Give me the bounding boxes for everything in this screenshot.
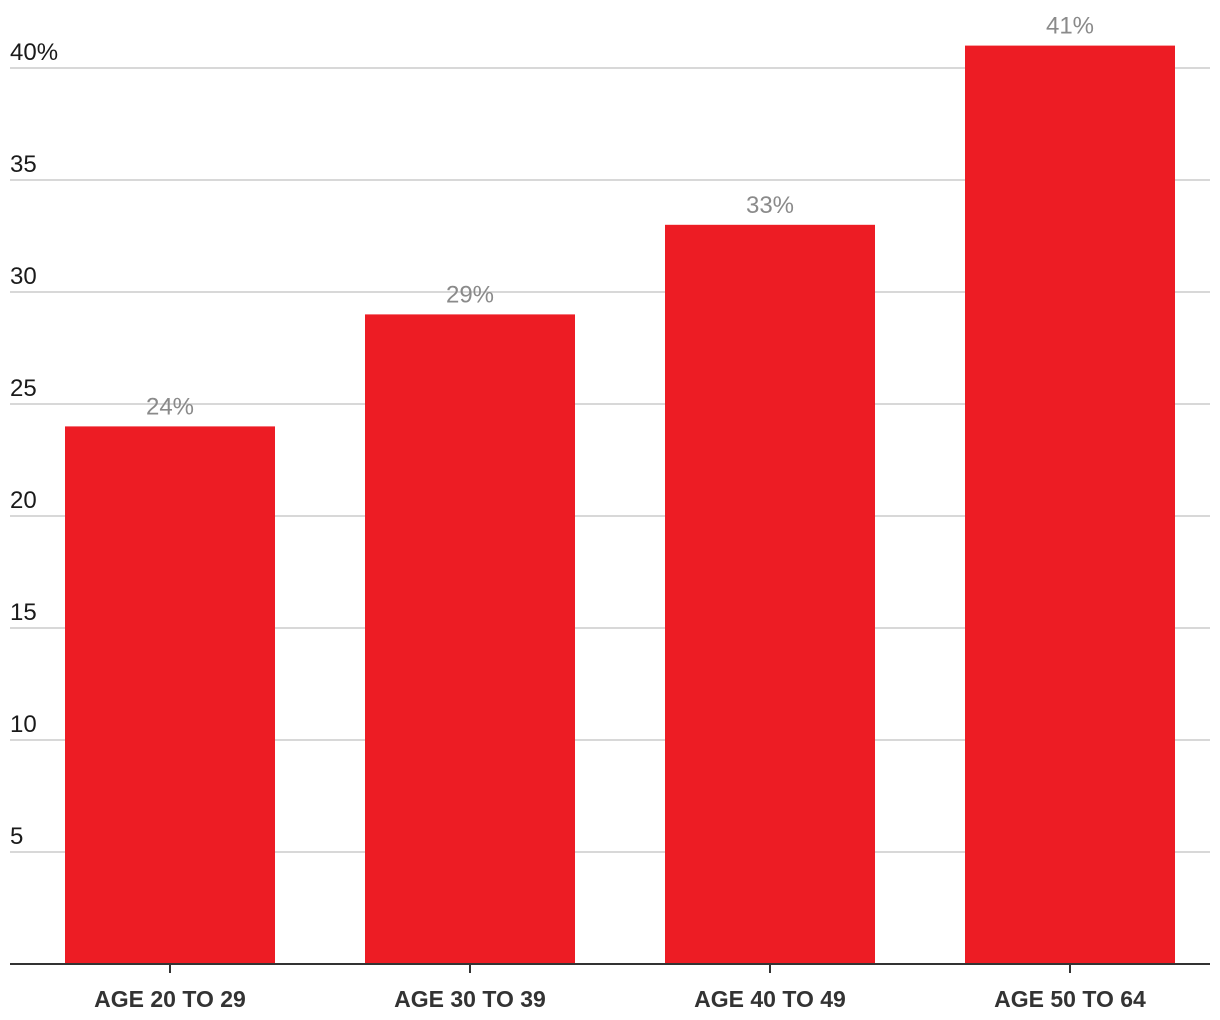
data-label: 33% [746,192,794,219]
data-labels: 24% 29% 33% 41% [146,13,1094,421]
y-tick-label: 30 [10,263,37,290]
x-category-label: AGE 50 TO 64 [994,986,1146,1012]
bar-4 [965,45,1175,965]
y-tick-label: 20 [10,487,37,514]
y-tick-label: 40% [10,39,58,66]
x-axis-ticks [169,964,1071,973]
y-axis-tick-labels: 5 10 15 20 25 30 35 40% [10,39,58,850]
data-label: 24% [146,393,194,420]
y-tick-label: 35 [10,151,37,178]
data-label: 41% [1046,13,1094,40]
y-tick-label: 5 [10,823,23,850]
x-axis-category-labels: AGE 20 TO 29 AGE 30 TO 39 AGE 40 TO 49 AGE … [94,986,1146,1012]
bar-2 [365,314,575,964]
data-label: 29% [446,281,494,308]
y-tick-label: 25 [10,375,37,402]
x-category-label: AGE 30 TO 39 [394,986,546,1012]
bar-3 [665,224,875,965]
bar-1 [65,426,275,964]
bars [65,45,1175,965]
y-tick-label: 10 [10,711,37,738]
y-tick-label: 15 [10,599,37,626]
x-category-label: AGE 40 TO 49 [694,986,846,1012]
x-category-label: AGE 20 TO 29 [94,986,246,1012]
